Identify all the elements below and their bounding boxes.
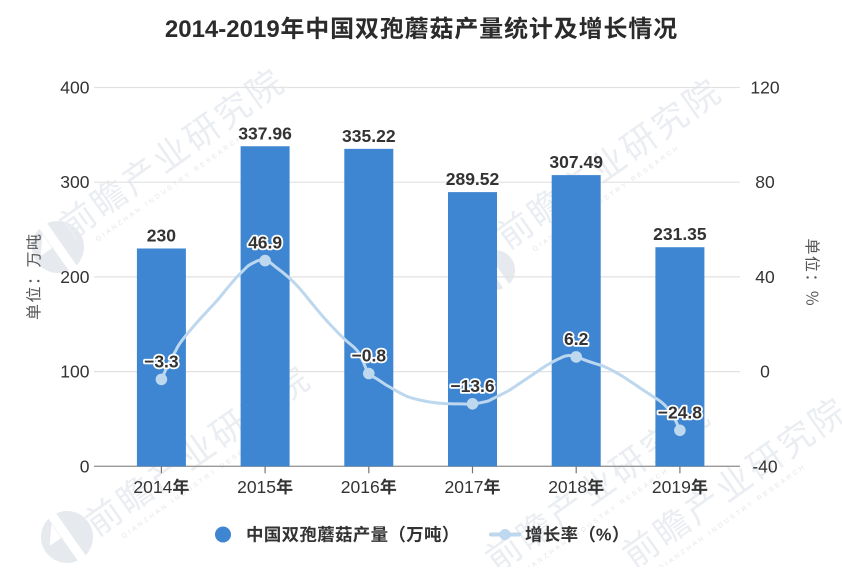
svg-text:−3.3: −3.3	[144, 351, 179, 371]
svg-text:−0.8: −0.8	[352, 346, 387, 366]
svg-text:231.35: 231.35	[653, 224, 707, 244]
svg-text:2015: 2015	[237, 477, 276, 497]
svg-text:2019: 2019	[652, 477, 691, 497]
svg-text:0: 0	[80, 456, 90, 476]
svg-text:6.2: 6.2	[564, 329, 589, 349]
svg-text:0: 0	[760, 362, 770, 382]
svg-text:300: 300	[60, 172, 89, 192]
svg-text:2018: 2018	[548, 477, 587, 497]
svg-text:337.96: 337.96	[238, 123, 292, 143]
svg-text:80: 80	[755, 172, 775, 192]
svg-text:−24.8: −24.8	[658, 402, 703, 422]
svg-text:289.52: 289.52	[446, 169, 500, 189]
svg-text:46.9: 46.9	[248, 233, 282, 253]
svg-text:2017: 2017	[445, 477, 484, 497]
svg-text:2014: 2014	[133, 477, 172, 497]
svg-text:200: 200	[60, 267, 89, 287]
svg-text:400: 400	[60, 78, 89, 98]
svg-text:−13.6: −13.6	[450, 376, 495, 396]
svg-text:230: 230	[147, 226, 176, 246]
svg-text:120: 120	[750, 78, 779, 98]
svg-text:-40: -40	[752, 456, 778, 476]
svg-text:2016: 2016	[341, 477, 380, 497]
svg-text:307.49: 307.49	[549, 152, 603, 172]
svg-text:100: 100	[60, 362, 89, 382]
svg-text:2014-2019: 2014-2019	[165, 16, 280, 43]
svg-text:%: %	[596, 525, 612, 545]
svg-text:40: 40	[755, 267, 775, 287]
svg-text:335.22: 335.22	[342, 126, 396, 146]
